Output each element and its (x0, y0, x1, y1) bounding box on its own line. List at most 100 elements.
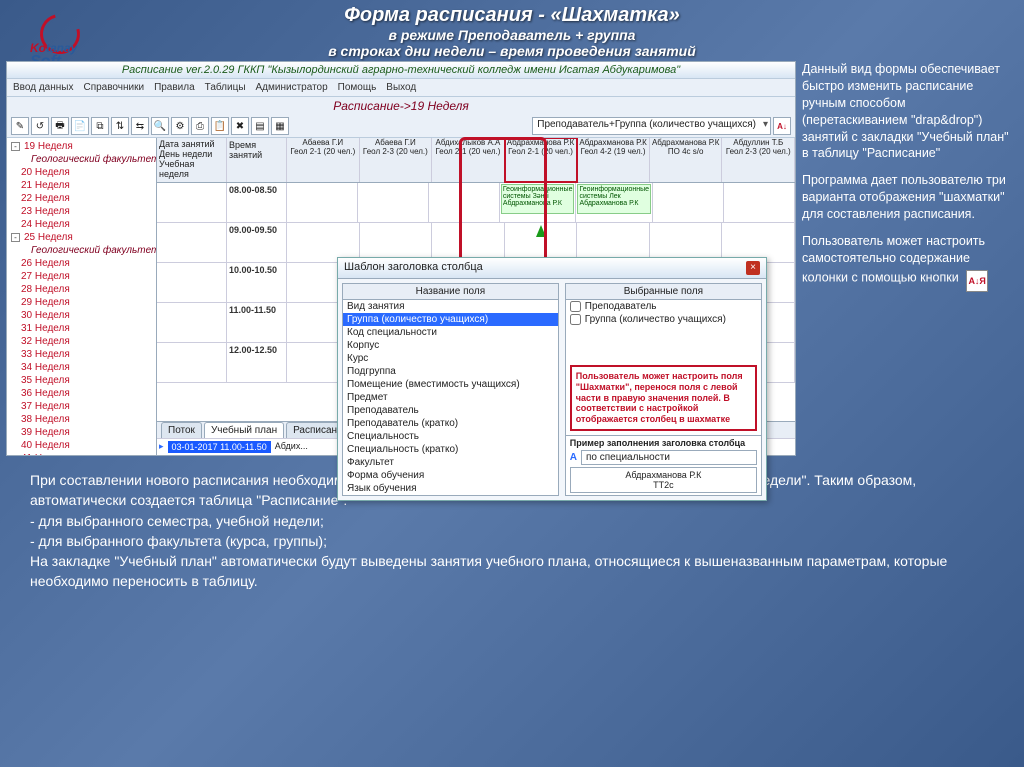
close-icon[interactable]: × (746, 261, 760, 275)
tree-week[interactable]: 30 Неделя (9, 309, 154, 322)
grid-cell[interactable] (360, 223, 433, 262)
grid-cell[interactable] (653, 183, 724, 222)
toolbar-button[interactable]: ⇆ (131, 117, 149, 135)
toolbar-button[interactable]: 🖶 (51, 117, 69, 135)
tree-child[interactable]: Геологический факультет (9, 244, 154, 257)
toolbar-button[interactable]: ▤ (251, 117, 269, 135)
tree-week[interactable]: 31 Неделя (9, 322, 154, 335)
menu-item[interactable]: Справочники (83, 82, 144, 93)
toolbar-button[interactable]: ✖ (231, 117, 249, 135)
grid-cell[interactable] (650, 223, 723, 262)
tree-week[interactable]: -25 Неделя (9, 231, 154, 244)
grid-column-header[interactable]: Абаева Г.ИГеол 2-3 (20 чел.) (360, 138, 433, 182)
bottom-selection[interactable]: 03-01-2017 11.00-11.50 (168, 441, 271, 453)
tree-week[interactable]: 28 Неделя (9, 283, 154, 296)
toolbar-button[interactable]: 📋 (211, 117, 229, 135)
grid-cell[interactable] (722, 223, 795, 262)
tree-week[interactable]: 26 Неделя (9, 257, 154, 270)
field-option[interactable]: Форма обучения (343, 469, 558, 482)
grid-cell[interactable] (724, 183, 795, 222)
toolbar-button[interactable]: ▦ (271, 117, 289, 135)
tree-week[interactable]: 36 Неделя (9, 387, 154, 400)
mode-select[interactable]: Преподаватель+Группа (количество учащихс… (532, 117, 771, 135)
format-icon[interactable]: A (570, 452, 577, 463)
field-checkbox[interactable] (570, 314, 581, 325)
grid-column-header[interactable]: Абаева Г.ИГеол 2-1 (20 чел.) (287, 138, 360, 182)
tree-week[interactable]: 27 Неделя (9, 270, 154, 283)
tree-week[interactable]: 39 Неделя (9, 426, 154, 439)
field-option[interactable]: Вид занятия (343, 300, 558, 313)
side-text: Данный вид формы обеспечивает быстро изм… (802, 61, 1018, 456)
tree-week[interactable]: 23 Неделя (9, 205, 154, 218)
field-option[interactable]: Предмет (343, 391, 558, 404)
menu-item[interactable]: Выход (386, 82, 416, 93)
toolbar-button[interactable]: ⚙ (171, 117, 189, 135)
field-option[interactable]: Курс (343, 352, 558, 365)
field-checkbox[interactable] (570, 301, 581, 312)
tree-week[interactable]: 22 Неделя (9, 192, 154, 205)
menu-item[interactable]: Таблицы (205, 82, 246, 93)
tree-week[interactable]: 35 Неделя (9, 374, 154, 387)
tree-week[interactable]: 32 Неделя (9, 335, 154, 348)
toolbar-button[interactable]: ⧉ (91, 117, 109, 135)
grid-column-header[interactable]: Абдихалыков А.АГеол 2-1 (20 чел.) (432, 138, 505, 182)
grid-cell[interactable] (429, 183, 500, 222)
grid-cell[interactable] (577, 223, 650, 262)
field-option[interactable]: Преподаватель (кратко) (343, 417, 558, 430)
lesson-card[interactable]: Геоинформационные системы Лек Абдрахмано… (577, 184, 651, 214)
toolbar-button[interactable]: ↺ (31, 117, 49, 135)
weeks-tree[interactable]: -19 НеделяГеологический факультет20 Неде… (7, 138, 157, 455)
tree-week[interactable]: 33 Неделя (9, 348, 154, 361)
lesson-card[interactable]: Геоинформационные системы Зәңгі Абдрахма… (501, 184, 575, 214)
toolbar-button[interactable]: ✎ (11, 117, 29, 135)
tree-week[interactable]: 34 Неделя (9, 361, 154, 374)
field-option[interactable]: Помещение (вместимость учащихся) (343, 378, 558, 391)
field-option[interactable]: Язык обучения (343, 482, 558, 495)
available-fields-list[interactable]: Вид занятияГруппа (количество учащихся)К… (343, 300, 558, 495)
toolbar-button[interactable]: 📄 (71, 117, 89, 135)
grid-cell[interactable] (432, 223, 505, 262)
field-option[interactable]: Группа (количество учащихся) (343, 313, 558, 326)
toolbar-button[interactable]: ⇅ (111, 117, 129, 135)
grid-column-header[interactable]: Абдрахманова Р.КГеол 2-1 (20 чел.) (505, 138, 578, 182)
tree-week[interactable]: -19 Неделя (9, 140, 154, 153)
field-option[interactable]: Преподаватель (343, 404, 558, 417)
field-option[interactable]: Код специальности (343, 326, 558, 339)
grid-cell[interactable] (287, 223, 360, 262)
field-option[interactable]: Факультет (343, 456, 558, 469)
tree-week[interactable]: 41 Неделя (9, 452, 154, 455)
toolbar-button[interactable]: 🔍 (151, 117, 169, 135)
tree-week[interactable]: 20 Неделя (9, 166, 154, 179)
tree-week[interactable]: 37 Неделя (9, 400, 154, 413)
tree-week[interactable]: 40 Неделя (9, 439, 154, 452)
field-option[interactable]: Корпус (343, 339, 558, 352)
grid-cell[interactable] (287, 183, 358, 222)
tree-week[interactable]: 38 Неделя (9, 413, 154, 426)
tree-child[interactable]: Геологический факультет (9, 153, 154, 166)
grid-cell[interactable]: Геоинформационные системы Лек Абдрахмано… (576, 183, 653, 222)
field-option[interactable]: Специальность (343, 430, 558, 443)
footer-select[interactable]: по специальности (581, 450, 757, 465)
sort-button[interactable]: А↓ (773, 117, 791, 135)
grid-column-header[interactable]: Абдрахманова Р.КПО 4с s/o (650, 138, 723, 182)
field-option[interactable]: Подгруппа (343, 365, 558, 378)
selected-field[interactable]: Преподаватель (566, 300, 761, 313)
menu-item[interactable]: Ввод данных (13, 82, 73, 93)
selected-field[interactable]: Группа (количество учащихся) (566, 313, 761, 326)
menu-item[interactable]: Администратор (256, 82, 328, 93)
tree-week[interactable]: 21 Неделя (9, 179, 154, 192)
selected-fields-list[interactable]: ПреподавательГруппа (количество учащихся… (566, 300, 761, 361)
toolbar-button[interactable]: ⎙ (191, 117, 209, 135)
grid-column-header[interactable]: Абдрахманова Р.КГеол 4-2 (19 чел.) (577, 138, 650, 182)
tab[interactable]: Поток (161, 422, 202, 438)
grid-cell[interactable] (358, 183, 429, 222)
menu-item[interactable]: Помощь (338, 82, 377, 93)
field-option[interactable]: Специальность (кратко) (343, 443, 558, 456)
menu-item[interactable]: Правила (154, 82, 195, 93)
grid-cell[interactable] (505, 223, 578, 262)
grid-column-header[interactable]: Абдуллин Т.БГеол 2-3 (20 чел.) (722, 138, 795, 182)
tree-week[interactable]: 24 Неделя (9, 218, 154, 231)
tree-week[interactable]: 29 Неделя (9, 296, 154, 309)
grid-cell[interactable]: Геоинформационные системы Зәңгі Абдрахма… (500, 183, 577, 222)
tab[interactable]: Учебный план (204, 422, 284, 438)
